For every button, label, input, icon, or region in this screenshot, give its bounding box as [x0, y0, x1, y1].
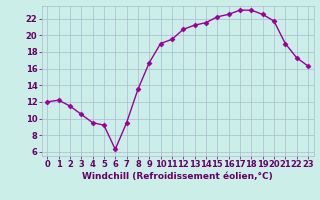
- X-axis label: Windchill (Refroidissement éolien,°C): Windchill (Refroidissement éolien,°C): [82, 172, 273, 181]
